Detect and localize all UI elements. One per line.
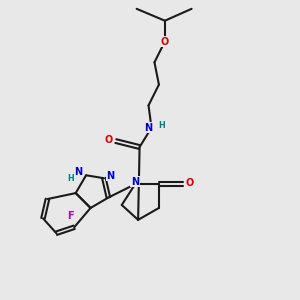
Text: H: H [67, 174, 74, 183]
Text: N: N [75, 167, 83, 177]
Text: F: F [67, 211, 74, 221]
Text: N: N [131, 177, 139, 187]
Text: H: H [158, 121, 165, 130]
Text: O: O [161, 37, 169, 46]
Text: O: O [186, 178, 194, 188]
Text: N: N [106, 171, 115, 181]
Text: O: O [104, 135, 112, 145]
Text: N: N [144, 123, 152, 133]
